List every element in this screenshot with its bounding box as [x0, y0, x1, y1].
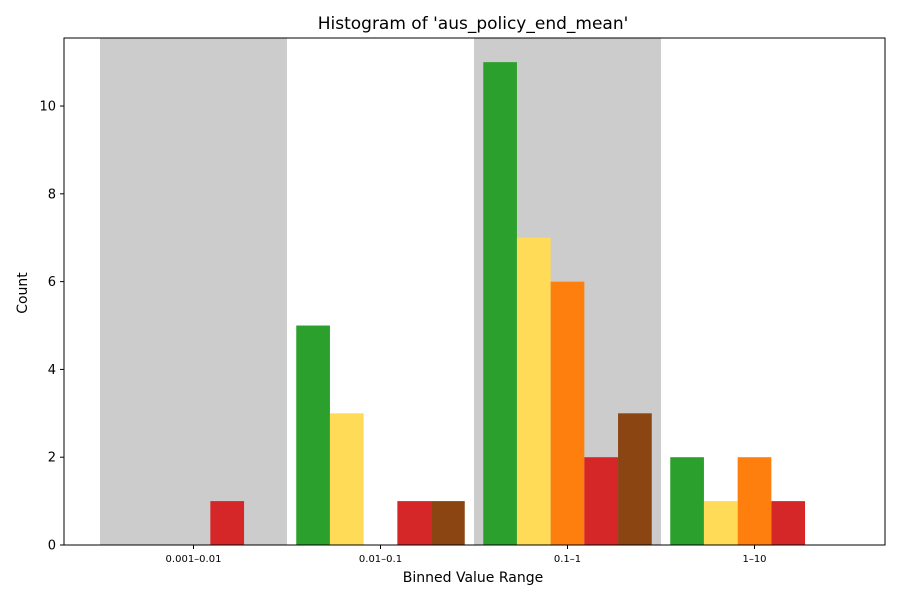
- y-tick-label: 0: [48, 539, 56, 554]
- bar-series2-bin2: [550, 281, 585, 545]
- y-tick-label: 10: [39, 100, 56, 115]
- bar-series4-bin2: [618, 413, 652, 545]
- plot-frame: [63, 37, 886, 546]
- bar-series0-bin2: [483, 62, 517, 546]
- y-axis-label: Count: [15, 272, 31, 314]
- x-tick-label: 0.01–0.1: [359, 554, 402, 565]
- chart-title: Histogram of 'aus_policy_end_mean': [318, 14, 629, 34]
- x-tick-label: 1–10: [742, 554, 766, 565]
- x-axis-ticks: 0.001–0.01 0.01–0.1 0.1–1 1–10: [166, 545, 767, 565]
- bar-series1-bin2: [516, 237, 551, 545]
- x-tick-label: 0.1–1: [554, 554, 581, 565]
- y-tick-label: 2: [48, 451, 56, 466]
- bar-series0-bin1: [296, 325, 330, 545]
- y-tick-label: 8: [48, 187, 56, 202]
- bar-series1-bin3: [703, 501, 738, 545]
- bar-series3-bin2: [584, 457, 619, 545]
- bar-series3-bin1: [397, 501, 432, 545]
- y-tick-label: 6: [48, 275, 56, 290]
- y-axis-ticks: 0 2 4 6 8 10: [39, 100, 64, 554]
- y-tick-label: 4: [48, 363, 56, 378]
- bar-series4-bin1: [431, 501, 465, 545]
- bar-series3-bin0: [210, 501, 245, 545]
- bars-layer: [210, 62, 806, 546]
- bar-series1-bin1: [329, 413, 364, 545]
- bar-series3-bin3: [771, 501, 806, 545]
- bin-shade-0: [100, 38, 287, 545]
- x-axis-label: Binned Value Range: [403, 570, 543, 586]
- bar-series2-bin3: [737, 457, 772, 545]
- x-tick-label: 0.001–0.01: [166, 554, 222, 565]
- bar-series0-bin3: [670, 457, 704, 545]
